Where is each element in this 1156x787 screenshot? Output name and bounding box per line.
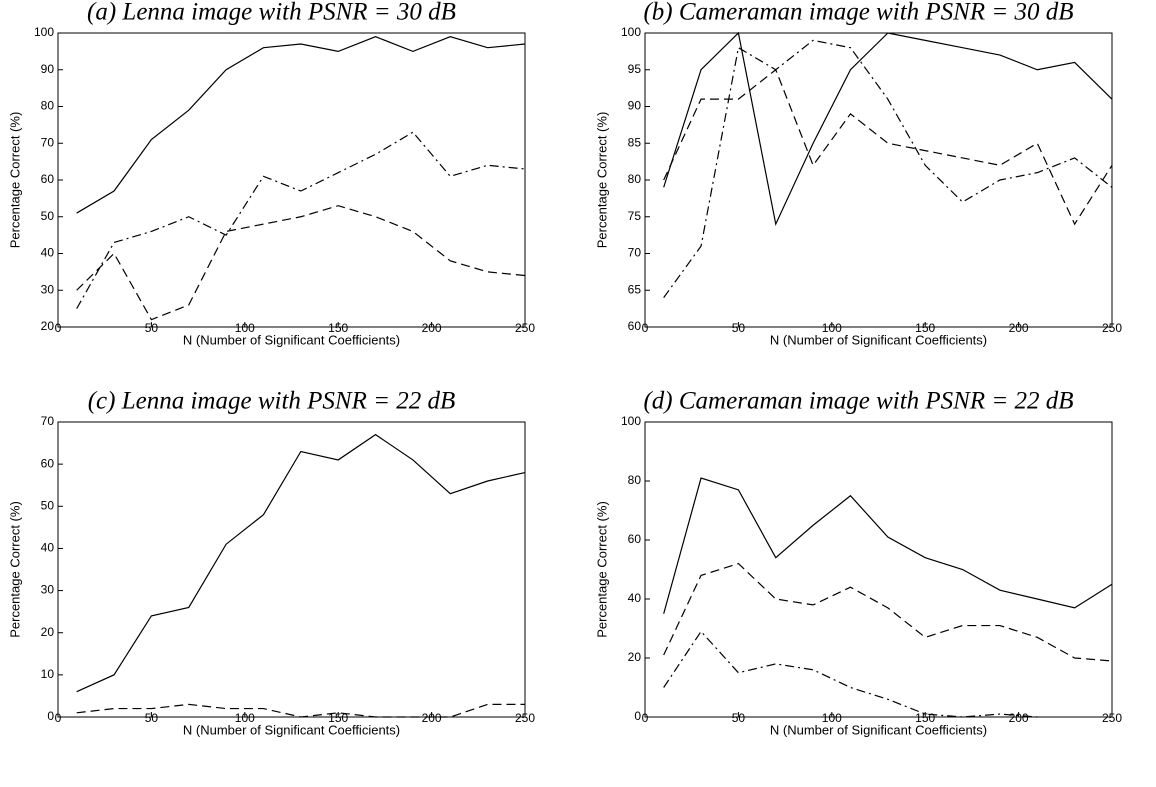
x-tick-label: 50 (145, 321, 159, 335)
y-tick-label: 70 (41, 135, 55, 149)
x-tick-label: 250 (1102, 711, 1122, 725)
y-tick-label: 95 (628, 62, 642, 76)
x-tick-label: 0 (642, 711, 649, 725)
y-tick-label: 40 (41, 246, 55, 260)
x-tick-label: 250 (515, 711, 535, 725)
y-tick-label: 20 (628, 650, 642, 664)
y-tick-label: 80 (628, 172, 642, 186)
y-tick-label: 90 (41, 62, 55, 76)
x-axis-label: N (Number of Significant Coefficients) (770, 332, 987, 347)
plot-frame (644, 421, 1113, 718)
series-line (663, 477, 1113, 614)
y-tick-label: 20 (41, 319, 55, 333)
x-axis-label: N (Number of Significant Coefficients) (183, 332, 400, 347)
y-tick-label: 60 (41, 172, 55, 186)
y-tick-label: 10 (41, 667, 55, 681)
series-line (76, 703, 525, 718)
panel-title: (c) Lenna image with PSNR = 22 dB (88, 388, 456, 415)
series-line (76, 433, 526, 693)
y-tick-label: 40 (628, 591, 642, 605)
x-tick-label: 100 (235, 711, 255, 725)
x-tick-label: 100 (822, 711, 842, 725)
y-tick-label: 65 (628, 282, 642, 296)
series-line (663, 68, 1113, 226)
series-line (663, 31, 1113, 227)
y-tick-label: 50 (41, 209, 55, 223)
plot-frame (644, 32, 1113, 328)
y-tick-label: 100 (621, 414, 641, 428)
plot-frame (57, 32, 526, 328)
y-tick-label: 80 (628, 473, 642, 487)
series-line (663, 562, 1113, 662)
x-axis-label: N (Number of Significant Coefficients) (183, 722, 400, 737)
y-tick-label: 70 (41, 414, 55, 428)
x-tick-label: 250 (1102, 321, 1122, 335)
x-tick-label: 150 (915, 321, 935, 335)
y-tick-label: 40 (41, 541, 55, 555)
x-tick-label: 200 (1009, 321, 1029, 335)
series-line (76, 205, 526, 321)
panel-title: (d) Cameraman image with PSNR = 22 dB (643, 388, 1073, 415)
y-axis-label: Percentage Correct (%) (7, 112, 22, 249)
y-tick-label: 100 (34, 25, 54, 39)
x-tick-label: 100 (235, 321, 255, 335)
y-tick-label: 50 (41, 498, 55, 512)
y-tick-label: 90 (628, 99, 642, 113)
series-line (663, 39, 1113, 298)
panel-title: (b) Cameraman image with PSNR = 30 dB (643, 0, 1073, 26)
plot-frame (57, 421, 526, 718)
series-line (663, 630, 1038, 718)
panel-title: (a) Lenna image with PSNR = 30 dB (87, 0, 456, 26)
x-tick-label: 250 (515, 321, 535, 335)
y-tick-label: 60 (628, 319, 642, 333)
series-line (76, 36, 526, 214)
y-tick-label: 60 (628, 532, 642, 546)
y-tick-label: 60 (41, 456, 55, 470)
x-tick-label: 50 (732, 321, 746, 335)
y-tick-label: 85 (628, 135, 642, 149)
x-tick-label: 200 (422, 321, 442, 335)
y-tick-label: 80 (41, 99, 55, 113)
y-tick-label: 0 (47, 709, 54, 723)
y-tick-label: 20 (41, 625, 55, 639)
x-tick-label: 50 (145, 711, 159, 725)
y-tick-label: 75 (628, 209, 642, 223)
x-tick-label: 150 (328, 321, 348, 335)
y-tick-label: 70 (628, 246, 642, 260)
x-tick-label: 50 (732, 711, 746, 725)
series-line (76, 131, 526, 309)
x-tick-label: 0 (55, 711, 62, 725)
x-tick-label: 150 (915, 711, 935, 725)
y-tick-label: 100 (621, 25, 641, 39)
y-tick-label: 0 (634, 709, 641, 723)
x-tick-label: 200 (422, 711, 442, 725)
x-axis-label: N (Number of Significant Coefficients) (770, 722, 987, 737)
y-axis-label: Percentage Correct (%) (594, 501, 609, 638)
y-tick-label: 30 (41, 282, 55, 296)
x-tick-label: 0 (642, 321, 649, 335)
y-axis-label: Percentage Correct (%) (7, 501, 22, 638)
y-tick-label: 30 (41, 583, 55, 597)
x-tick-label: 0 (55, 321, 62, 335)
x-tick-label: 150 (328, 711, 348, 725)
x-tick-label: 100 (822, 321, 842, 335)
x-tick-label: 200 (1009, 711, 1029, 725)
y-axis-label: Percentage Correct (%) (594, 112, 609, 249)
